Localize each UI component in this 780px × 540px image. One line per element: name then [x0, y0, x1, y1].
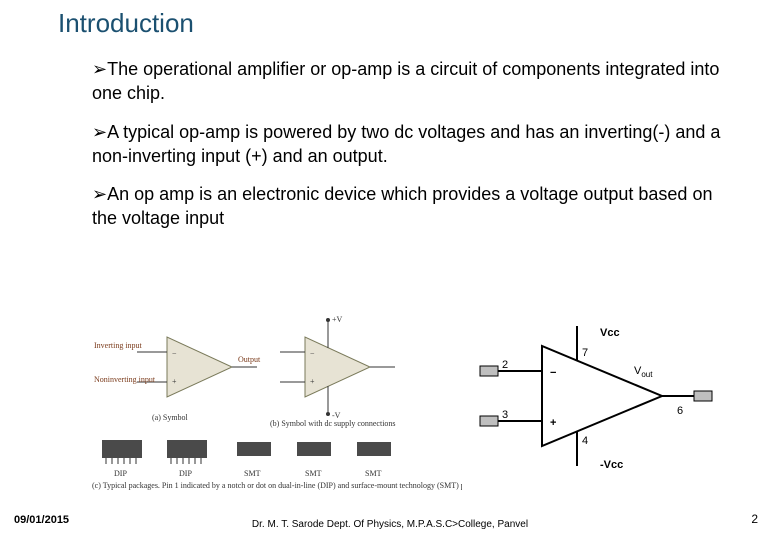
minus-sign: −	[172, 349, 177, 358]
chip-3: SMT	[237, 442, 271, 478]
label-output: Output	[238, 355, 261, 364]
chip-3-label: SMT	[244, 469, 261, 478]
minus-d: −	[550, 367, 556, 379]
diagram-c-packages: DIP DIP SMT SMT SMT	[92, 432, 462, 492]
bullet-3: ➢An op amp is an electronic device which…	[92, 182, 740, 231]
caption-a: (a) Symbol	[152, 413, 189, 422]
chip-2-label: DIP	[179, 469, 192, 478]
opamp-symbol-svg: − + Inverting input Noninverting input O…	[92, 312, 272, 432]
label-inverting: Inverting input	[94, 341, 143, 350]
chip-4-label: SMT	[305, 469, 322, 478]
node-vminus	[326, 412, 330, 416]
plus-sign: +	[172, 377, 177, 386]
vcc-bottom-label: -Vcc	[600, 459, 623, 471]
chip-1: DIP	[102, 440, 142, 478]
pad-6	[694, 391, 712, 401]
slide: Introduction ➢The operational amplifier …	[0, 0, 780, 540]
opamp-triangle	[167, 337, 232, 397]
footer-attribution: Dr. M. T. Sarode Dept. Of Physics, M.P.A…	[252, 519, 528, 530]
page-title: Introduction	[0, 8, 780, 39]
diagram-d-pins: 2 − 3 + 7 Vcc 4 -Vcc 6 Vout	[472, 326, 732, 476]
pad-3	[480, 416, 498, 426]
footer-page-number: 2	[751, 512, 758, 526]
minus-b: −	[310, 349, 315, 358]
opamp-supply-svg: +V -V − + (b) Symbol with dc supply conn…	[270, 312, 410, 432]
bullet-1: ➢The operational amplifier or op-amp is …	[92, 57, 740, 106]
chip-2: DIP	[167, 440, 207, 478]
chip-4: SMT	[297, 442, 331, 478]
content-area: ➢The operational amplifier or op-amp is …	[0, 39, 780, 231]
diagram-b-supplies: +V -V − + (b) Symbol with dc supply conn…	[270, 312, 410, 432]
opamp-triangle-b	[305, 337, 370, 397]
pin6-label: 6	[677, 405, 683, 417]
pin4-label: 4	[582, 435, 588, 447]
bullet-2: ➢A typical op-amp is powered by two dc v…	[92, 120, 740, 169]
label-vplus: +V	[332, 315, 343, 324]
node-vplus	[326, 318, 330, 322]
bullet-2-text: A typical op-amp is powered by two dc vo…	[92, 122, 720, 166]
pin3-label: 3	[502, 409, 508, 421]
packages-svg: DIP DIP SMT SMT SMT	[92, 432, 462, 492]
pin7-label: 7	[582, 347, 588, 359]
diagram-row: − + Inverting input Noninverting input O…	[92, 312, 732, 492]
bullet-1-text: The operational amplifier or op-amp is a…	[92, 59, 719, 103]
pad-2	[480, 366, 498, 376]
bullet-glyph: ➢	[92, 184, 107, 204]
vout-label: Vout	[634, 365, 653, 379]
opamp-pins-svg: 2 − 3 + 7 Vcc 4 -Vcc 6 Vout	[472, 326, 732, 476]
plus-b: +	[310, 377, 315, 386]
bullet-glyph: ➢	[92, 122, 107, 142]
footer-date: 09/01/2015	[14, 514, 69, 526]
label-noninverting: Noninverting input	[94, 375, 156, 384]
opamp-triangle-d	[542, 346, 662, 446]
chip-5-label: SMT	[365, 469, 382, 478]
vcc-top-label: Vcc	[600, 327, 620, 339]
diagram-a-symbol: − + Inverting input Noninverting input O…	[92, 312, 272, 432]
pin2-label: 2	[502, 359, 508, 371]
caption-c: (c) Typical packages. Pin 1 indicated by…	[92, 481, 462, 490]
plus-d: +	[550, 417, 556, 429]
caption-b: (b) Symbol with dc supply connections	[270, 419, 396, 428]
bullet-glyph: ➢	[92, 59, 107, 79]
bullet-3-text: An op amp is an electronic device which …	[92, 184, 712, 228]
chip-5: SMT	[357, 442, 391, 478]
chip-1-label: DIP	[114, 469, 127, 478]
